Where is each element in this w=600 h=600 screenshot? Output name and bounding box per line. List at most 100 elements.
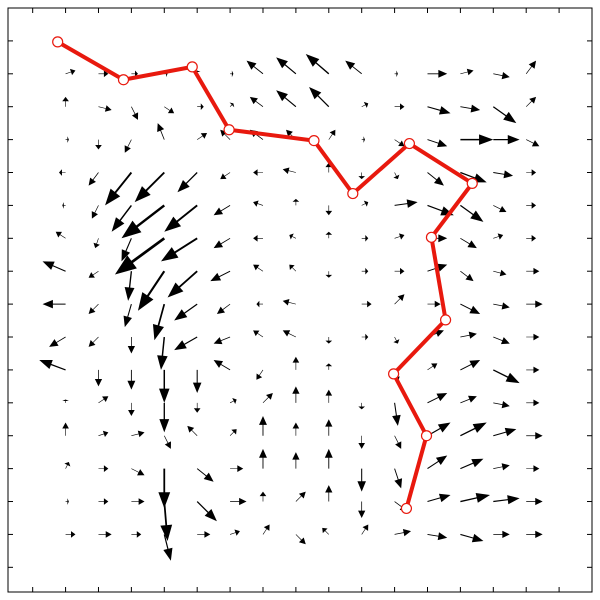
arrow — [256, 369, 264, 380]
arrow — [276, 57, 297, 75]
arrow — [131, 430, 145, 438]
arrow — [361, 101, 369, 108]
arrow — [357, 468, 366, 492]
arrow — [289, 233, 297, 240]
arrow — [460, 270, 474, 282]
arrow — [493, 463, 510, 471]
arrow — [295, 491, 306, 502]
path-marker — [117, 74, 130, 86]
arrow — [325, 485, 333, 502]
arrow — [526, 202, 537, 209]
arrow — [259, 448, 267, 469]
arrow — [127, 369, 136, 390]
arrow — [394, 529, 412, 537]
arrow — [526, 267, 540, 275]
arrow — [394, 468, 403, 489]
arrow — [163, 534, 173, 561]
arrow — [262, 392, 273, 404]
arrow — [460, 360, 481, 371]
arrow — [128, 402, 135, 416]
arrow — [325, 231, 333, 239]
arrow — [253, 264, 264, 272]
arrow — [159, 369, 170, 403]
arrow — [427, 204, 454, 216]
arrow — [427, 532, 448, 541]
arrow — [167, 270, 198, 298]
arrow — [393, 172, 400, 180]
arrow — [259, 491, 267, 502]
arrow — [164, 106, 175, 114]
arrow — [229, 102, 235, 108]
arrow — [493, 495, 520, 505]
arrow — [134, 171, 165, 203]
arrow — [174, 303, 198, 321]
arrow — [91, 205, 99, 219]
arrow — [282, 167, 296, 174]
arrow — [526, 139, 540, 147]
arrow — [325, 205, 333, 216]
arrow — [361, 136, 365, 143]
arrow — [493, 135, 520, 145]
path-marker — [223, 124, 235, 136]
arrow — [292, 198, 300, 206]
arrow — [493, 302, 510, 310]
arrow — [493, 401, 510, 409]
arrow — [124, 139, 132, 153]
arrow — [94, 369, 103, 387]
arrow — [114, 237, 166, 275]
path-marker — [403, 137, 415, 150]
arrow — [394, 70, 398, 78]
arrow — [325, 337, 333, 344]
arrow — [253, 169, 263, 176]
arrow — [196, 468, 214, 482]
arrow — [282, 299, 296, 306]
arrow — [427, 69, 448, 78]
arrow — [220, 172, 231, 180]
arrow — [460, 171, 487, 183]
arrow — [88, 303, 99, 314]
arrow — [229, 429, 237, 436]
arrow — [427, 300, 441, 308]
arrow — [322, 527, 329, 535]
arrow — [210, 270, 231, 282]
path-marker — [425, 231, 438, 243]
arrow — [526, 366, 540, 374]
arrow — [177, 172, 198, 193]
arrow — [292, 356, 300, 370]
arrow — [493, 72, 510, 80]
arrow — [460, 422, 487, 437]
arrow — [493, 233, 504, 240]
arrow — [361, 200, 369, 207]
arrow — [526, 300, 543, 308]
arrow — [213, 336, 231, 345]
arrow — [292, 422, 300, 436]
arrow — [131, 468, 145, 476]
arrow — [159, 402, 170, 433]
arrow — [220, 129, 231, 140]
arrow — [88, 270, 99, 278]
arrow — [62, 96, 69, 107]
arrow — [292, 452, 300, 469]
path-line — [56, 40, 475, 509]
arrow — [361, 267, 369, 275]
arrow — [358, 402, 366, 410]
arrow — [460, 395, 477, 404]
arrow — [493, 530, 510, 539]
arrow — [460, 303, 481, 314]
arrow — [111, 204, 132, 232]
path-marker — [420, 430, 433, 442]
arrow — [160, 237, 198, 262]
arrow — [427, 106, 451, 115]
arrow — [131, 531, 142, 538]
arrow — [98, 396, 109, 404]
arrow — [427, 363, 438, 371]
arrow — [121, 238, 132, 262]
arrow — [62, 422, 69, 436]
arrow — [526, 234, 537, 242]
arrow — [526, 333, 540, 341]
arrow — [393, 336, 400, 344]
arrow — [325, 271, 333, 278]
arrow — [137, 270, 166, 311]
arrow — [253, 200, 264, 207]
arrow — [39, 360, 66, 371]
